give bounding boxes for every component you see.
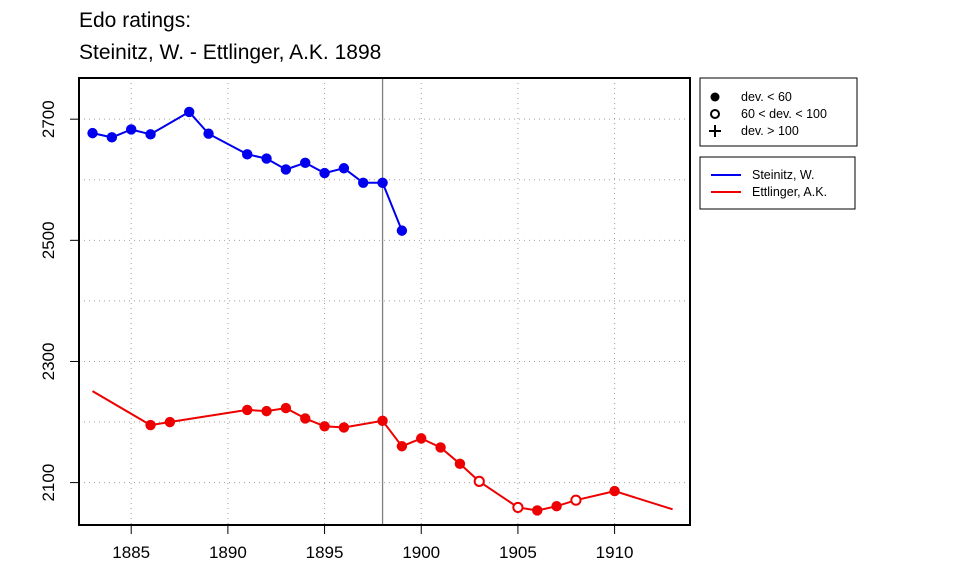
data-point (377, 415, 388, 427)
marker-legend: dev. < 60 60 < dev. < 100 dev. > 100 (699, 77, 858, 147)
x-tick-label: 1885 (112, 543, 150, 562)
grid-lines (79, 78, 690, 525)
marker-legend-label: dev. > 100 (741, 124, 799, 138)
series-legend-box (699, 156, 856, 210)
series-legend: Steinitz, W. Ettlinger, A.K. (699, 156, 856, 210)
legend-open-circle-icon (710, 109, 720, 119)
data-point (300, 157, 311, 168)
data-point-open (473, 475, 485, 487)
series-legend-label: Steinitz, W. (752, 168, 815, 182)
data-point (319, 167, 330, 179)
data-point (242, 404, 253, 416)
data-point (338, 163, 350, 174)
data-point (126, 124, 137, 135)
y-axis: 2100 2300 2500 2700 (39, 100, 79, 502)
data-point (145, 419, 156, 431)
series-legend-label: Ettlinger, A.K. (752, 185, 827, 199)
y-tick-label: 2300 (39, 343, 58, 381)
data-point (338, 422, 350, 433)
data-point (261, 153, 272, 164)
data-point (319, 421, 330, 432)
x-axis: 1885 1890 1895 1900 1905 1910 (112, 525, 634, 562)
data-point (87, 127, 98, 139)
data-point (532, 505, 543, 516)
data-point (396, 225, 408, 236)
data-point (454, 458, 466, 470)
marker-legend-label: dev. < 60 (741, 90, 792, 104)
data-point (261, 405, 272, 417)
x-tick-label: 1900 (402, 543, 440, 562)
data-point (145, 129, 156, 140)
data-point (435, 442, 446, 453)
data-point (280, 164, 292, 175)
x-tick-label: 1910 (596, 543, 634, 562)
series-layer (87, 106, 673, 516)
data-point (358, 177, 369, 188)
data-point (377, 177, 388, 188)
data-point (280, 402, 292, 414)
data-point (416, 433, 427, 444)
legend-filled-circle-icon (710, 92, 720, 102)
x-tick-label: 1895 (306, 543, 344, 562)
y-tick-label: 2500 (39, 221, 58, 259)
chart-title-line-2: Steinitz, W. - Ettlinger, A.K. 1898 (79, 41, 382, 64)
marker-legend-box (699, 77, 858, 147)
data-point (242, 149, 253, 160)
series-line-0 (92, 110, 403, 231)
x-tick-label: 1890 (209, 543, 247, 562)
data-point (164, 416, 176, 428)
data-point (203, 128, 214, 139)
x-tick-label: 1905 (499, 543, 537, 562)
data-point-open (570, 494, 582, 506)
data-point (396, 441, 408, 452)
plot-frame (78, 77, 691, 526)
y-tick-label: 2100 (39, 464, 58, 502)
data-point (184, 106, 195, 118)
data-point (609, 485, 620, 497)
data-point (300, 413, 311, 424)
data-point (106, 132, 118, 143)
data-point-open (512, 501, 524, 514)
marker-legend-label: 60 < dev. < 100 (741, 107, 827, 121)
data-point (551, 501, 562, 512)
y-tick-label: 2700 (39, 100, 58, 138)
chart-title-line-1: Edo ratings: (79, 9, 192, 32)
